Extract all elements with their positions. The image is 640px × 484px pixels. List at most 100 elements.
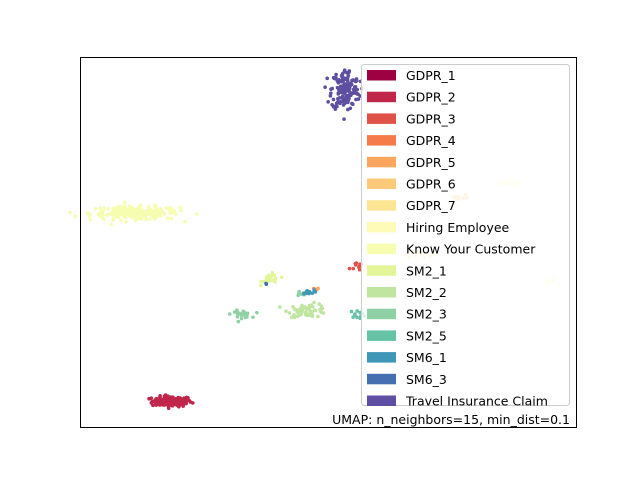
data-point: [289, 315, 294, 320]
legend-swatch: [367, 265, 396, 276]
data-point: [347, 69, 352, 73]
legend-label: SM6_3: [406, 372, 447, 387]
data-point: [133, 218, 138, 223]
data-point: [336, 99, 340, 104]
data-point: [269, 278, 273, 283]
data-point: [315, 287, 319, 291]
data-point: [354, 77, 359, 81]
series-sm6-3: [264, 281, 269, 287]
data-point: [88, 217, 92, 222]
data-point: [349, 309, 354, 314]
data-point: [350, 79, 354, 83]
series-know-your-customer: [68, 200, 199, 227]
data-point: [335, 79, 340, 83]
legend-label: SM2_5: [406, 328, 447, 343]
data-point: [140, 210, 144, 215]
data-point: [245, 311, 250, 316]
data-point: [188, 400, 193, 404]
data-point: [305, 312, 309, 316]
data-point: [341, 100, 346, 105]
umap-annotation: UMAP: n_neighbors=15, min_dist=0.1: [332, 412, 570, 427]
data-point: [307, 291, 311, 296]
data-point: [68, 210, 72, 215]
legend-swatch: [367, 200, 396, 211]
data-point: [353, 263, 358, 267]
data-point: [99, 210, 103, 214]
data-point: [167, 396, 172, 401]
legend-swatch: [367, 135, 396, 146]
data-point: [158, 207, 163, 211]
data-point: [194, 212, 199, 216]
data-point: [133, 210, 138, 215]
data-point: [333, 107, 338, 111]
data-point: [342, 117, 346, 121]
series-sm2-2: [278, 300, 326, 320]
data-point: [235, 311, 240, 316]
data-point: [124, 212, 129, 217]
data-point: [287, 311, 292, 315]
data-point: [160, 397, 165, 402]
data-point: [310, 291, 315, 295]
data-point: [235, 308, 239, 312]
data-point: [102, 206, 106, 211]
data-point: [142, 209, 147, 214]
data-point: [177, 402, 181, 407]
data-point: [352, 88, 356, 93]
data-point: [235, 314, 240, 319]
legend-swatch: [367, 156, 396, 168]
data-point: [85, 211, 90, 216]
data-point: [153, 204, 158, 208]
data-point: [147, 396, 151, 401]
data-point: [137, 216, 142, 221]
legend-label: GDPR_4: [406, 133, 456, 148]
data-point: [111, 216, 116, 220]
data-point: [73, 214, 78, 218]
data-point: [342, 68, 347, 72]
legend-swatch: [367, 243, 396, 255]
data-point: [118, 204, 122, 209]
data-point: [119, 218, 123, 223]
data-point: [259, 283, 263, 288]
data-point: [154, 208, 159, 213]
series-sm2-1: [259, 270, 284, 288]
data-point: [124, 220, 128, 224]
data-point: [349, 82, 354, 87]
data-point: [350, 102, 354, 106]
data-point: [305, 289, 309, 293]
data-point: [335, 85, 340, 90]
data-point: [165, 216, 170, 221]
data-point: [325, 76, 329, 81]
data-point: [181, 399, 186, 403]
data-point: [129, 212, 133, 217]
data-point: [172, 210, 177, 215]
data-point: [278, 305, 282, 309]
data-point: [146, 208, 150, 213]
legend-label: GDPR_3: [406, 111, 456, 126]
data-point: [320, 306, 325, 311]
data-point: [160, 402, 165, 407]
data-point: [310, 314, 315, 319]
data-point: [251, 315, 255, 320]
data-point: [97, 213, 101, 217]
data-point: [346, 107, 350, 112]
data-point: [239, 316, 244, 321]
data-point: [98, 206, 102, 211]
data-point: [116, 208, 120, 213]
data-point: [339, 74, 344, 78]
data-point: [109, 222, 114, 227]
data-point: [265, 275, 269, 280]
data-point: [177, 398, 182, 403]
series-travel-insurance-claim: [323, 68, 364, 121]
data-point: [336, 96, 340, 101]
data-point: [171, 402, 175, 407]
data-point: [342, 90, 346, 95]
data-point: [302, 291, 306, 296]
data-point: [330, 86, 335, 91]
data-point: [346, 73, 351, 78]
data-point: [147, 212, 151, 217]
data-point: [342, 76, 347, 81]
data-point: [326, 100, 330, 104]
data-point: [259, 279, 263, 284]
data-point: [122, 204, 127, 208]
